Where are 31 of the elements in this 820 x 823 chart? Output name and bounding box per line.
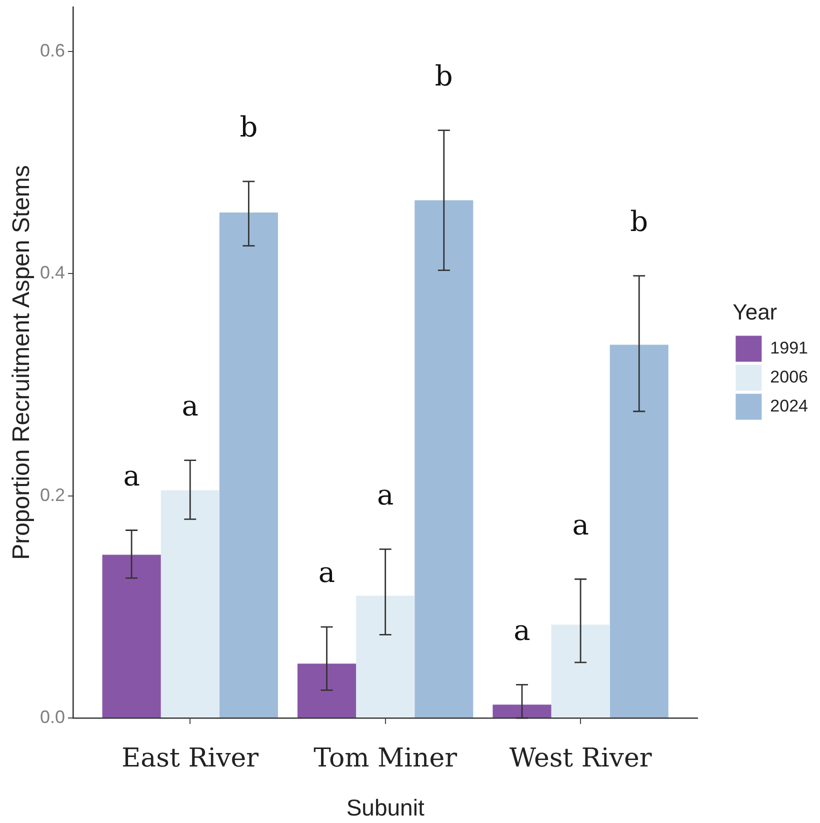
annotation: a: [123, 460, 140, 493]
bar: [414, 200, 474, 718]
bar: [356, 596, 415, 718]
bar: [160, 490, 220, 718]
annotation: a: [572, 508, 589, 542]
legend-label: 2024: [770, 396, 808, 416]
bar: [610, 344, 668, 718]
bar: [102, 554, 161, 718]
annotation: a: [514, 614, 530, 647]
y-tick-label: 0.2: [40, 484, 65, 505]
bar: [297, 664, 356, 718]
legend-label: 1991: [770, 338, 808, 358]
x-tick-label: West River: [509, 743, 652, 774]
x-axis-title: Subunit: [346, 794, 425, 821]
bar: [551, 624, 610, 718]
bar: [219, 212, 278, 718]
y-tick-label: 0.4: [40, 262, 65, 283]
annotation: b: [240, 110, 258, 144]
legend-title: Year: [732, 299, 778, 324]
annotation: a: [182, 390, 198, 423]
y-tick-label: 0.0: [40, 706, 65, 727]
x-tick-label: East River: [122, 743, 260, 774]
annotation: b: [630, 205, 648, 238]
annotation: b: [434, 60, 453, 93]
x-tick-label: Tom Miner: [314, 743, 458, 774]
legend-label: 2006: [770, 367, 808, 386]
annotation: a: [318, 556, 336, 590]
y-axis-title: Proportion Recruitment Aspen Stems: [8, 165, 36, 560]
annotation: a: [376, 478, 394, 512]
y-tick-label: 0.6: [40, 40, 65, 60]
bar: [492, 704, 552, 718]
